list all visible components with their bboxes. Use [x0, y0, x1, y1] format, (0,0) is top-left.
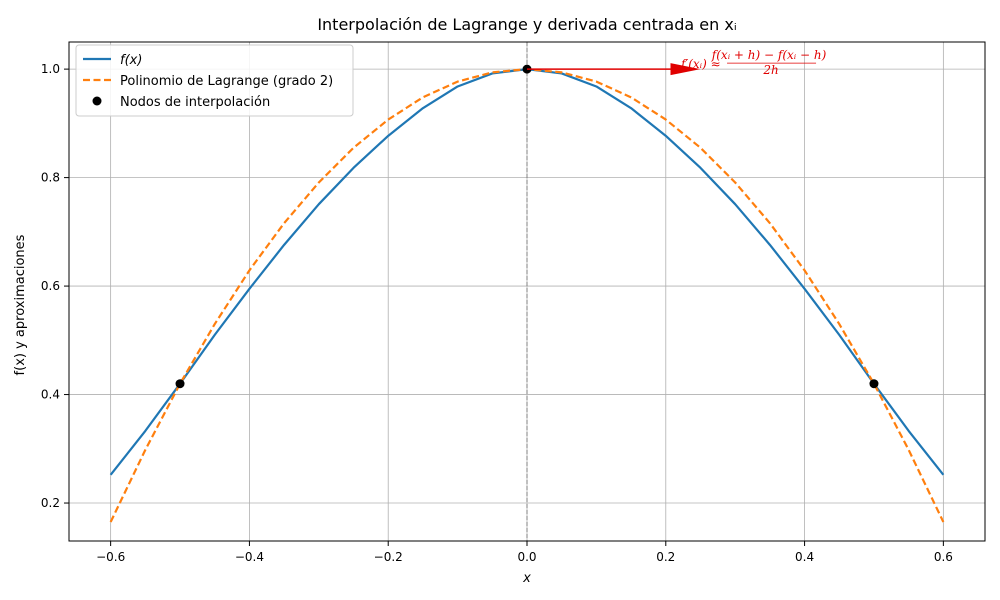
x-tick-label-2: −0.2: [374, 550, 403, 564]
legend-label-points: Nodos de interpolación: [120, 95, 270, 110]
legend: f(x) Polinomio de Lagrange (grado 2) Nodos…: [75, 44, 354, 117]
legend-swatch-points: [92, 96, 102, 106]
x-tick-label-3: 0.0: [517, 550, 536, 564]
legend-label-1: Polinomio de Lagrange (grado 2): [120, 74, 333, 89]
chart-title: Interpolación de Lagrange y derivada cen…: [317, 15, 736, 34]
legend-box: [75, 44, 354, 117]
interpolation-node-2: [869, 379, 879, 389]
y-tick-label-0: 0.2: [41, 496, 60, 510]
annotation-prefix: f′(xᵢ) ≈: [680, 57, 721, 71]
x-tick-label-6: 0.6: [934, 550, 953, 564]
x-tick-label-1: −0.4: [235, 550, 264, 564]
annotation-arrow-head: [670, 63, 701, 76]
annotation-numerator: f(xᵢ + h) − f(xᵢ − h): [711, 48, 827, 62]
x-tick-label-5: 0.4: [795, 550, 814, 564]
y-tick-label-4: 1.0: [41, 62, 60, 76]
y-tick-label-1: 0.4: [41, 388, 60, 402]
x-axis-label: x: [522, 571, 531, 586]
annotation-denominator: 2h: [762, 63, 778, 77]
interpolation-node-0: [175, 379, 185, 389]
legend-label-0: f(x): [120, 53, 142, 68]
x-tick-label-4: 0.2: [656, 550, 675, 564]
y-tick-label-3: 0.8: [41, 171, 60, 185]
x-tick-label-0: −0.6: [96, 550, 125, 564]
y-tick-label-2: 0.6: [41, 279, 60, 293]
plot-area: f′(xᵢ) ≈f(xᵢ + h) − f(xᵢ − h)2h −0.6 −0.4 −…: [41, 41, 986, 564]
y-axis-label: f(x) y aproximaciones: [13, 234, 28, 375]
